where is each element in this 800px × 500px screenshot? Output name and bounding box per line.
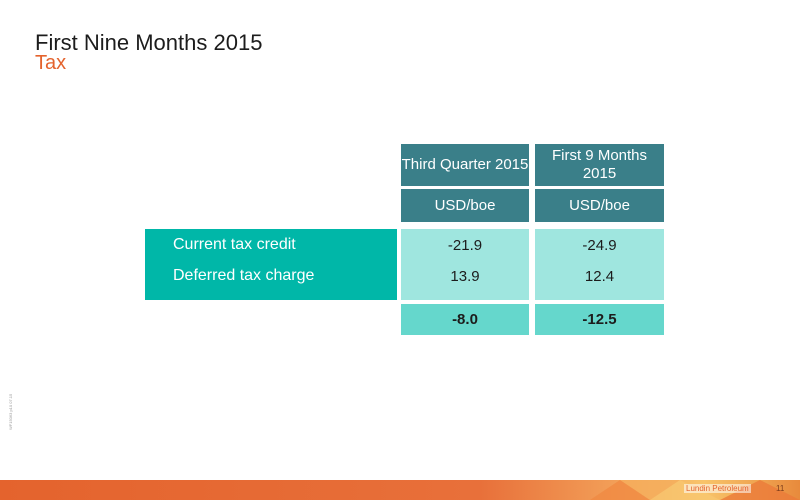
column-header-9m: First 9 Months 2015 [535, 144, 664, 186]
cell-deferred-q3: 13.9 [450, 268, 480, 285]
total-q3: -8.0 [401, 304, 529, 335]
unit-header-9m: USD/boe [535, 189, 664, 222]
footer-decoration [590, 480, 800, 500]
document-code: WF15063 p10 07.15 [8, 393, 13, 430]
page-number: 11 [776, 484, 785, 493]
cell-deferred-9m: 12.4 [584, 268, 615, 285]
row-label-current-tax: Current tax credit [173, 236, 296, 253]
column-header-q3: Third Quarter 2015 [401, 144, 529, 186]
slide-subtitle: Tax [35, 52, 67, 74]
values-q3: -21.9 13.9 [401, 229, 529, 300]
row-labels-block: Current tax credit Deferred tax charge [145, 229, 397, 300]
company-name: Lundin Petroleum [684, 484, 751, 493]
row-label-deferred-tax: Deferred tax charge [173, 267, 315, 284]
cell-current-q3: -21.9 [447, 237, 483, 254]
slide-title: First Nine Months 2015 [35, 30, 263, 55]
total-9m: -12.5 [535, 304, 664, 335]
cell-current-9m: -24.9 [582, 237, 617, 254]
unit-header-q3: USD/boe [401, 189, 529, 222]
values-9m: -24.9 12.4 [535, 229, 664, 300]
